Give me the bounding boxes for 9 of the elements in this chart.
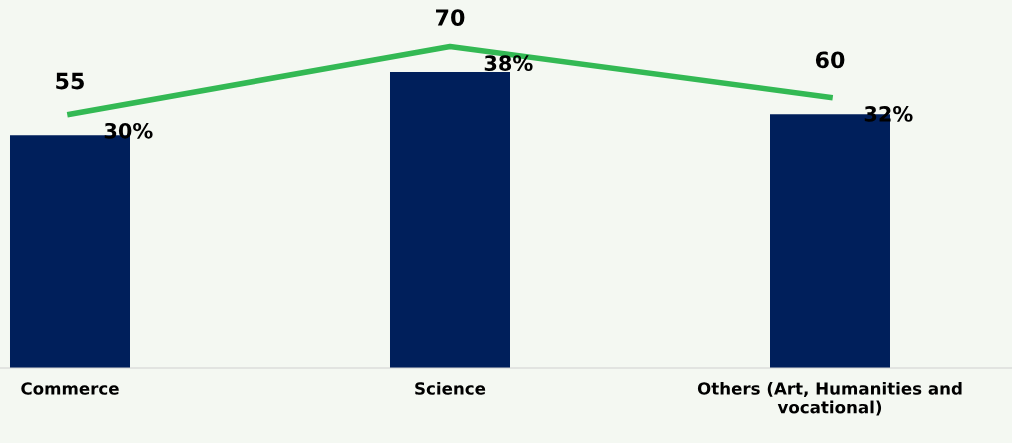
data-label: 70 — [436, 9, 465, 26]
x-tick-label: Commerce — [21, 382, 119, 395]
data-label: 60 — [815, 51, 845, 69]
data-label: 55 — [56, 72, 84, 90]
data-label: 32% — [864, 105, 913, 122]
x-tick-label: Science — [415, 381, 486, 395]
data-label: 38% — [484, 55, 533, 71]
x-tick-label: Others (Art, Humanities and vocational) — [697, 381, 962, 416]
data-label: 30% — [104, 122, 153, 139]
